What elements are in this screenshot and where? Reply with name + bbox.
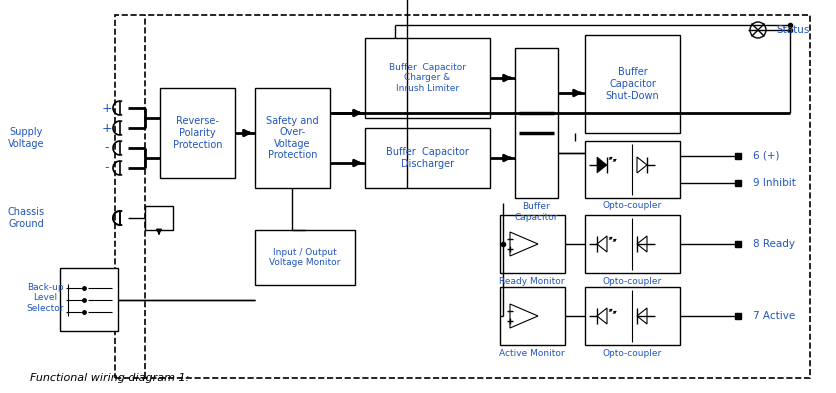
Bar	[364, 128, 489, 188]
Polygon shape	[509, 304, 538, 328]
Text: Safety and
Over-
Voltage
Protection: Safety and Over- Voltage Protection	[266, 116, 319, 160]
Bar	[60, 268, 118, 331]
Polygon shape	[596, 236, 606, 252]
Bar	[255, 88, 329, 188]
Text: +: +	[101, 101, 112, 114]
Text: Buffer  Capacitor
Charger &
Inrush Limiter: Buffer Capacitor Charger & Inrush Limite…	[389, 63, 466, 93]
Text: Functional wiring diagram 1:: Functional wiring diagram 1:	[30, 373, 189, 383]
Bar	[499, 287, 564, 345]
Text: Opto-coupler: Opto-coupler	[602, 277, 660, 285]
Bar	[499, 215, 564, 273]
Bar	[584, 141, 679, 198]
Text: Opto-coupler: Opto-coupler	[602, 349, 660, 358]
Text: Reverse-
Polarity
Protection: Reverse- Polarity Protection	[172, 116, 222, 150]
Text: Buffer  Capacitor
Discharger: Buffer Capacitor Discharger	[385, 147, 468, 169]
Text: Ready Monitor: Ready Monitor	[498, 277, 564, 285]
Text: -: -	[104, 141, 110, 154]
Bar	[145, 206, 173, 230]
Bar	[115, 15, 809, 378]
Text: Input / Output
Voltage Monitor: Input / Output Voltage Monitor	[269, 248, 340, 267]
Text: Opto-coupler: Opto-coupler	[602, 202, 660, 211]
Text: Back-up
Level
Selector: Back-up Level Selector	[26, 283, 64, 313]
Text: 6 (+): 6 (+)	[752, 151, 778, 161]
Bar	[584, 287, 679, 345]
Bar	[584, 35, 679, 133]
Bar	[584, 215, 679, 273]
Text: Buffer
Capacitor: Buffer Capacitor	[513, 202, 557, 222]
Polygon shape	[636, 236, 646, 252]
Text: Status: Status	[775, 25, 808, 35]
Text: 9 Inhibit: 9 Inhibit	[752, 178, 795, 188]
Text: Buffer
Capacitor
Shut-Down: Buffer Capacitor Shut-Down	[605, 68, 659, 101]
Text: 7 Active: 7 Active	[752, 311, 794, 321]
Polygon shape	[509, 232, 538, 256]
Polygon shape	[596, 308, 606, 324]
Bar	[514, 48, 558, 198]
Text: Active Monitor: Active Monitor	[498, 349, 564, 358]
Polygon shape	[596, 157, 606, 173]
Bar	[364, 38, 489, 118]
Text: +: +	[101, 121, 112, 134]
Text: Chassis
Ground: Chassis Ground	[8, 207, 45, 229]
Text: -: -	[104, 162, 110, 174]
Bar	[160, 88, 235, 178]
Text: Supply
Voltage: Supply Voltage	[8, 127, 44, 149]
Text: 8 Ready: 8 Ready	[752, 239, 794, 249]
Polygon shape	[636, 157, 646, 173]
Bar	[255, 230, 354, 285]
Polygon shape	[636, 308, 646, 324]
